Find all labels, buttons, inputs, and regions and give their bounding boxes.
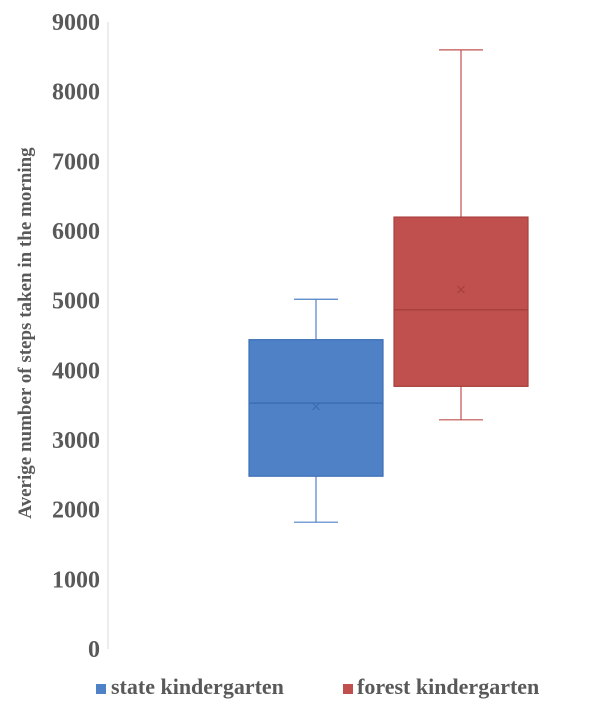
y-tick-label: 1000: [52, 567, 100, 593]
legend-swatch: [343, 684, 353, 694]
box-state: [248, 298, 384, 523]
y-tick-label: 9000: [52, 10, 100, 36]
legend-label: state kindergarten: [111, 674, 284, 699]
legend-label: forest kindergarten: [357, 674, 539, 699]
box-forest: [393, 49, 529, 421]
y-tick-label: 2000: [52, 498, 100, 524]
boxes: [248, 49, 529, 523]
y-tick-label: 3000: [52, 428, 100, 454]
y-tick-label: 0: [88, 637, 100, 663]
mean-marker: [312, 402, 320, 411]
y-axis-title: Averige number of steps taken in the mor…: [15, 147, 36, 519]
iqr-box: [248, 339, 384, 477]
legend-swatch: [96, 684, 106, 694]
mean-marker: [457, 285, 465, 294]
y-tick-label: 5000: [52, 289, 100, 315]
y-tick-label: 7000: [52, 149, 100, 175]
legend: state kindergarten forest kindergarten: [96, 674, 539, 699]
iqr-box: [393, 216, 529, 387]
y-axis: 0 1000 2000 3000 4000 5000 6000 7000 8000 9000: [52, 10, 109, 663]
y-tick-label: 4000: [52, 358, 100, 384]
y-tick-label: 8000: [52, 80, 100, 106]
y-tick-label: 6000: [52, 219, 100, 245]
